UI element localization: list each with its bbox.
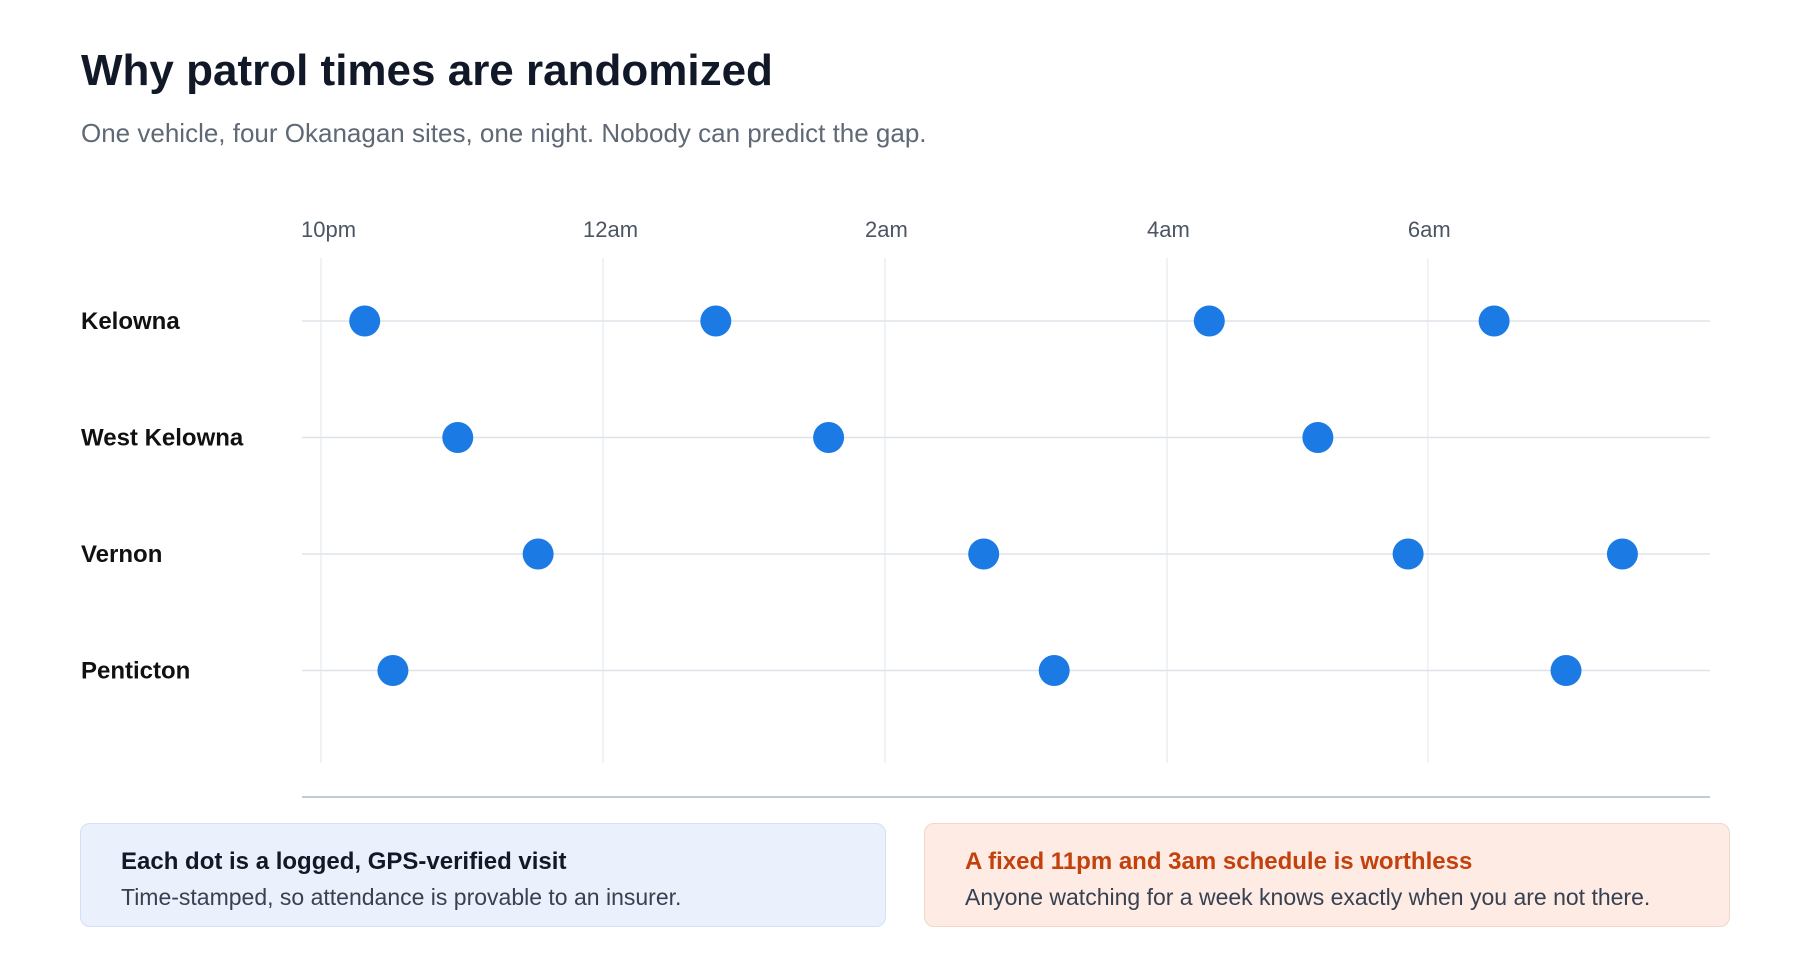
- visit-dot-3-1: [1038, 655, 1070, 686]
- x-tick-labels: 10pm 12am 2am 4am 6am: [301, 217, 1451, 242]
- visit-dot-1-2: [1302, 422, 1334, 453]
- page-title: Why patrol times are randomized: [81, 46, 773, 95]
- page-subtitle: One vehicle, four Okanagan sites, one ni…: [81, 118, 927, 148]
- visit-dots: [349, 305, 1638, 686]
- x-tick-label-1: 12am: [583, 217, 638, 242]
- row-label-0: Kelowna: [81, 308, 180, 335]
- visit-dot-2-0: [522, 538, 554, 570]
- visit-dot-2-3: [1606, 538, 1638, 570]
- row-label-1: West Kelowna: [81, 425, 244, 452]
- visit-dot-1-0: [442, 422, 474, 453]
- x-tick-label-2: 2am: [865, 217, 908, 242]
- visit-dot-3-2: [1550, 655, 1582, 686]
- row-labels: Kelowna West Kelowna Vernon Penticton: [81, 308, 244, 685]
- visit-dot-0-1: [700, 305, 732, 337]
- x-tick-label-3: 4am: [1147, 217, 1190, 242]
- warning-note-text: Anyone watching for a week knows exactly…: [965, 884, 1651, 910]
- visit-dot-2-1: [968, 538, 1000, 570]
- warning-note-title: A fixed 11pm and 3am schedule is worthle…: [965, 848, 1473, 875]
- row-lines: [302, 320, 1710, 672]
- patrol-dot-chart: 10pm 12am 2am 4am 6am Kelowna West Kelowna Ver…: [81, 217, 1710, 798]
- visit-dot-3-0: [377, 655, 409, 686]
- info-note: Each dot is a logged, GPS-verified visit…: [80, 823, 886, 927]
- info-note-title: Each dot is a logged, GPS-verified visit: [121, 848, 567, 875]
- info-note-text: Time-stamped, so attendance is provable …: [121, 884, 682, 910]
- row-label-3: Penticton: [81, 658, 190, 685]
- grid-lines: [320, 258, 1429, 763]
- visit-dot-0-3: [1478, 305, 1510, 337]
- row-label-2: Vernon: [81, 541, 162, 568]
- warning-note: A fixed 11pm and 3am schedule is worthle…: [924, 823, 1730, 927]
- x-tick-label-4: 6am: [1408, 217, 1451, 242]
- visit-dot-2-2: [1392, 538, 1424, 570]
- x-tick-label-0: 10pm: [301, 217, 356, 242]
- visit-dot-0-2: [1193, 305, 1225, 337]
- visit-dot-0-0: [349, 305, 381, 337]
- visit-dot-1-1: [813, 422, 845, 453]
